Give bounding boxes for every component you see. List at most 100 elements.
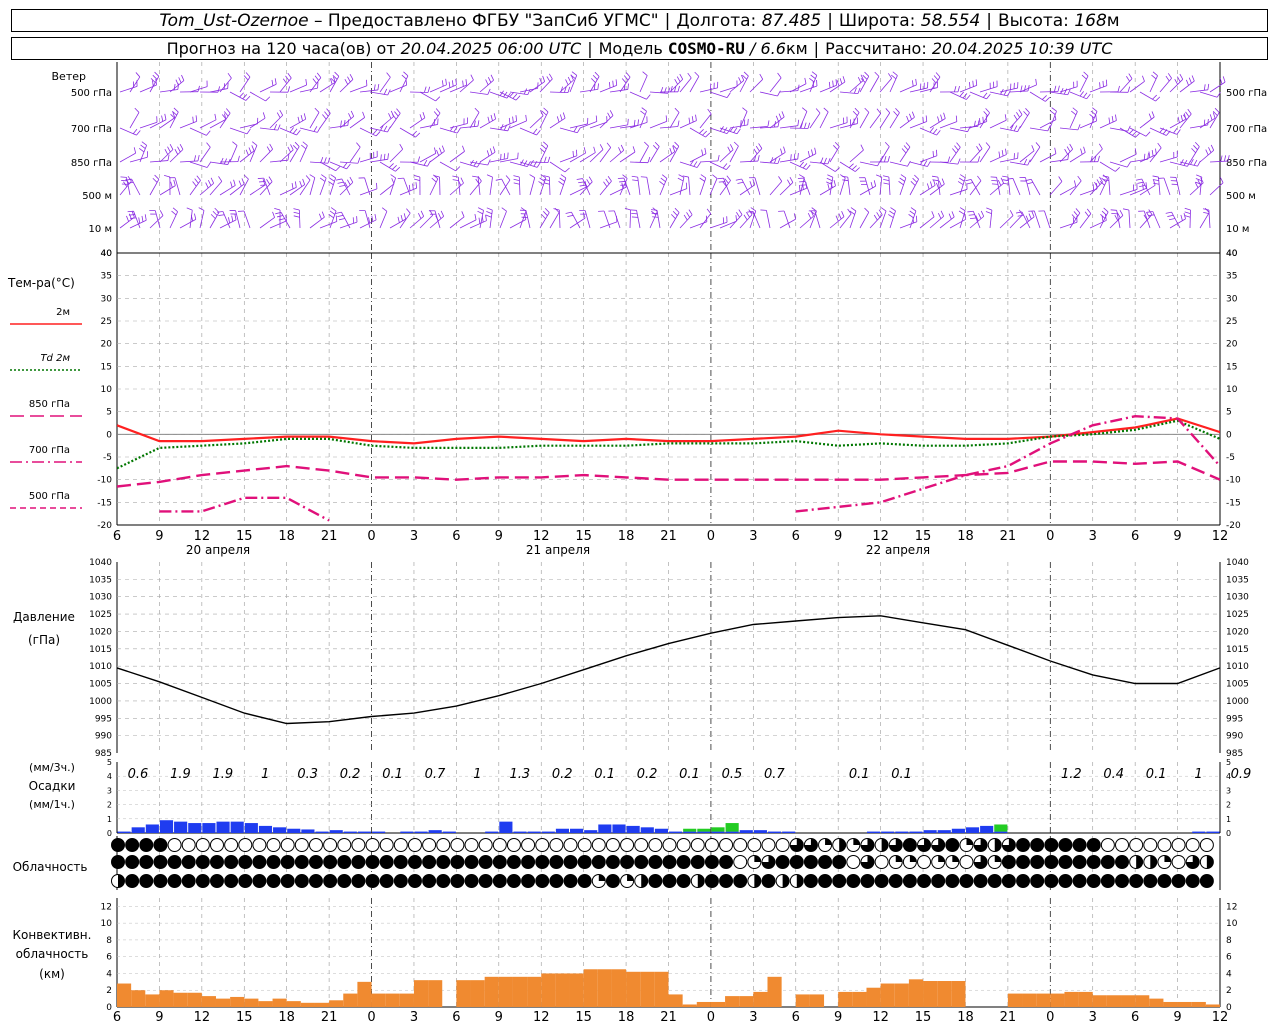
- wind-barb: [499, 120, 517, 129]
- wind-barb: [619, 76, 631, 93]
- wind-barb-feather: [770, 157, 774, 164]
- wind-barb-feather: [493, 113, 497, 120]
- rain-bar: [287, 828, 301, 833]
- wind-barb-feather: [135, 72, 141, 78]
- wind-barb-feather: [125, 178, 132, 181]
- wind-barb-feather: [827, 158, 831, 165]
- wind-barb: [1039, 119, 1057, 129]
- wind-barb: [579, 181, 593, 196]
- wind-barb-feather: [718, 181, 725, 183]
- wind-barb-feather: [1083, 71, 1089, 77]
- wind-barb: [209, 181, 223, 196]
- wind-barb-feather: [607, 112, 611, 119]
- wind-barb-feather: [694, 71, 700, 77]
- cloud-symbol-fill: [988, 874, 1002, 888]
- wind-barb-feather: [1186, 79, 1189, 86]
- wind-barb: [289, 84, 307, 93]
- cloud-symbol-fill: [663, 855, 676, 869]
- wind-barb: [1059, 127, 1078, 131]
- wind-barb: [429, 112, 441, 129]
- wind-barb-feather: [725, 164, 731, 170]
- wind-barb-feather: [1180, 115, 1183, 122]
- wind-barb: [279, 127, 297, 136]
- wind-barb-feather: [334, 71, 340, 77]
- wind-barb-feather: [274, 207, 281, 211]
- wind-barb: [719, 180, 731, 196]
- cloud-symbol: [1100, 838, 1115, 852]
- pressure-y-tick: 1015: [89, 645, 112, 655]
- wind-barb-feather: [1096, 179, 1101, 185]
- wind-barb-feather: [857, 76, 862, 83]
- wind-barb: [779, 182, 794, 196]
- x-tick-label: 12: [533, 1010, 550, 1024]
- wind-barb: [279, 149, 294, 163]
- wind-barb-feather: [452, 175, 459, 178]
- wind-barb-feather: [1184, 211, 1191, 214]
- wind-barb-feather: [797, 153, 799, 160]
- wind-barb: [949, 147, 961, 163]
- wind-barb-feather: [627, 118, 629, 125]
- wind-barb-feather: [539, 177, 545, 182]
- wind-barb-feather: [726, 92, 731, 98]
- conv-cloud-bar: [1050, 993, 1065, 1007]
- wind-barb: [259, 148, 273, 163]
- wind-barb-feather: [127, 181, 134, 184]
- wind-barb-feather: [1207, 118, 1209, 126]
- wind-barb: [779, 90, 798, 93]
- wind-barb: [429, 84, 447, 93]
- wind-barb: [599, 84, 617, 93]
- precip-3h-label: 0.2: [637, 767, 658, 782]
- wind-barb-feather: [746, 212, 750, 218]
- wind-barb: [679, 177, 685, 196]
- wind-barb: [499, 179, 511, 196]
- wind-barb: [489, 91, 508, 99]
- wind-barb-feather: [316, 72, 322, 78]
- wind-barb-feather: [743, 71, 749, 77]
- wind-barb-feather: [194, 213, 197, 220]
- wind-barb: [439, 161, 456, 172]
- wind-barb-feather: [140, 144, 146, 149]
- wind-barb-feather: [836, 80, 840, 87]
- wind-barb-feather: [1127, 125, 1131, 132]
- wind-barb-feather: [931, 211, 935, 217]
- cloud-symbol-fill: [578, 874, 592, 888]
- precip-3h-label: 0.1: [1146, 767, 1167, 782]
- wind-barb-feather: [337, 181, 344, 184]
- wind-barb-feather: [862, 74, 868, 80]
- wind-barb-feather: [749, 181, 753, 187]
- wind-barb-feather: [1127, 86, 1131, 93]
- wind-barb-feather: [435, 108, 441, 114]
- wind-barb-feather: [278, 218, 285, 221]
- wind-barb: [839, 213, 852, 229]
- wind-barb: [729, 124, 748, 129]
- cloud-symbol: [775, 838, 790, 852]
- wind-title: Ветер: [52, 70, 86, 83]
- wind-barb-feather: [969, 82, 971, 89]
- wind-barb: [1069, 212, 1081, 229]
- wind-barb: [219, 112, 231, 129]
- wind-barb: [1079, 188, 1098, 196]
- wind-barb: [1069, 91, 1087, 100]
- wind-barb-feather: [977, 175, 982, 181]
- wind-barb-feather: [878, 209, 883, 216]
- cloud-symbol-fill: [535, 855, 549, 869]
- cloud-symbol-fill: [252, 855, 266, 869]
- wind-barb: [469, 91, 488, 95]
- wind-barb-feather: [487, 159, 491, 166]
- wind-barb-feather: [144, 214, 147, 221]
- wind-barb: [859, 76, 870, 93]
- wind-barb: [1089, 85, 1107, 93]
- wind-barb-feather: [439, 147, 442, 154]
- wind-barb-feather: [401, 74, 407, 80]
- cloud-symbol-fill: [1186, 855, 1200, 869]
- cloud-symbol-fill: [281, 855, 295, 869]
- cloud-symbol: [1199, 838, 1214, 852]
- wind-barb-feather: [344, 79, 349, 85]
- wind-barb: [409, 215, 424, 229]
- wind-barb-feather: [239, 92, 244, 98]
- cloud-symbol: [167, 838, 182, 852]
- wind-barb-feather: [290, 144, 294, 150]
- wind-barb-feather: [1139, 185, 1146, 188]
- wind-barb: [369, 91, 388, 96]
- wind-barb-feather: [717, 154, 720, 161]
